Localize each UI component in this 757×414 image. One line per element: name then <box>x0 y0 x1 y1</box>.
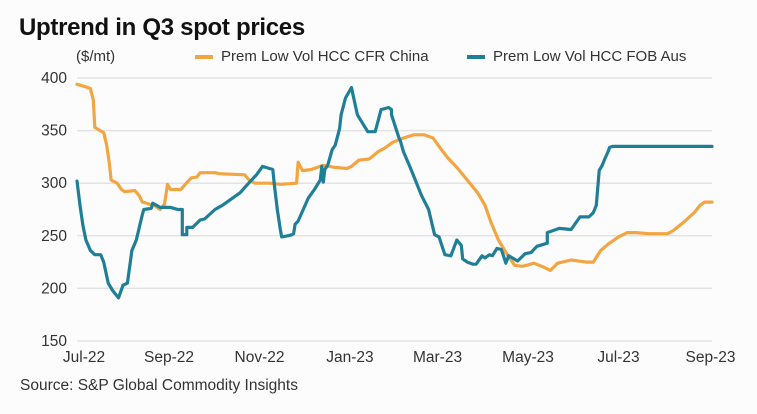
x-axis-ticks: Jul-22 Sep-22 Nov-22 Jan-23 Mar-23 May-23 Jul-… <box>63 349 736 366</box>
y-tick-label: 300 <box>41 175 67 192</box>
x-tick-label: Jul-22 <box>63 349 105 366</box>
x-tick-label: Jan-23 <box>326 349 373 366</box>
y-axis-unit-label: ($/mt) <box>76 48 116 65</box>
legend-swatch-fob-aus <box>467 54 485 59</box>
y-axis-ticks: 150 200 250 300 350 400 <box>41 70 67 350</box>
y-tick-label: 400 <box>41 70 67 87</box>
legend-swatch-cfr-china <box>195 54 213 59</box>
x-tick-label: Sep-23 <box>686 349 736 366</box>
y-tick-label: 350 <box>41 123 67 140</box>
series-lines <box>75 82 714 300</box>
series-line-1 <box>75 85 714 300</box>
y-tick-label: 200 <box>41 280 67 297</box>
x-tick-label: Mar-23 <box>413 349 462 366</box>
gridlines <box>77 77 712 342</box>
x-tick-label: Nov-22 <box>235 349 285 366</box>
legend-item-cfr-china: Prem Low Vol HCC CFR China <box>195 48 429 65</box>
legend-item-fob-aus: Prem Low Vol HCC FOB Aus <box>467 48 686 65</box>
legend-label-fob-aus: Prem Low Vol HCC FOB Aus <box>493 48 687 65</box>
legend-label-cfr-china: Prem Low Vol HCC CFR China <box>221 48 429 65</box>
x-tick-label: Jul-23 <box>597 349 639 366</box>
chart-title: Uptrend in Q3 spot prices <box>19 14 305 41</box>
y-tick-label: 250 <box>41 228 67 245</box>
source-note: Source: S&P Global Commodity Insights <box>20 377 298 394</box>
x-tick-label: Sep-22 <box>144 349 194 366</box>
series-line-0 <box>75 82 714 273</box>
x-tick-label: May-23 <box>502 349 554 366</box>
y-tick-label: 150 <box>41 333 67 350</box>
